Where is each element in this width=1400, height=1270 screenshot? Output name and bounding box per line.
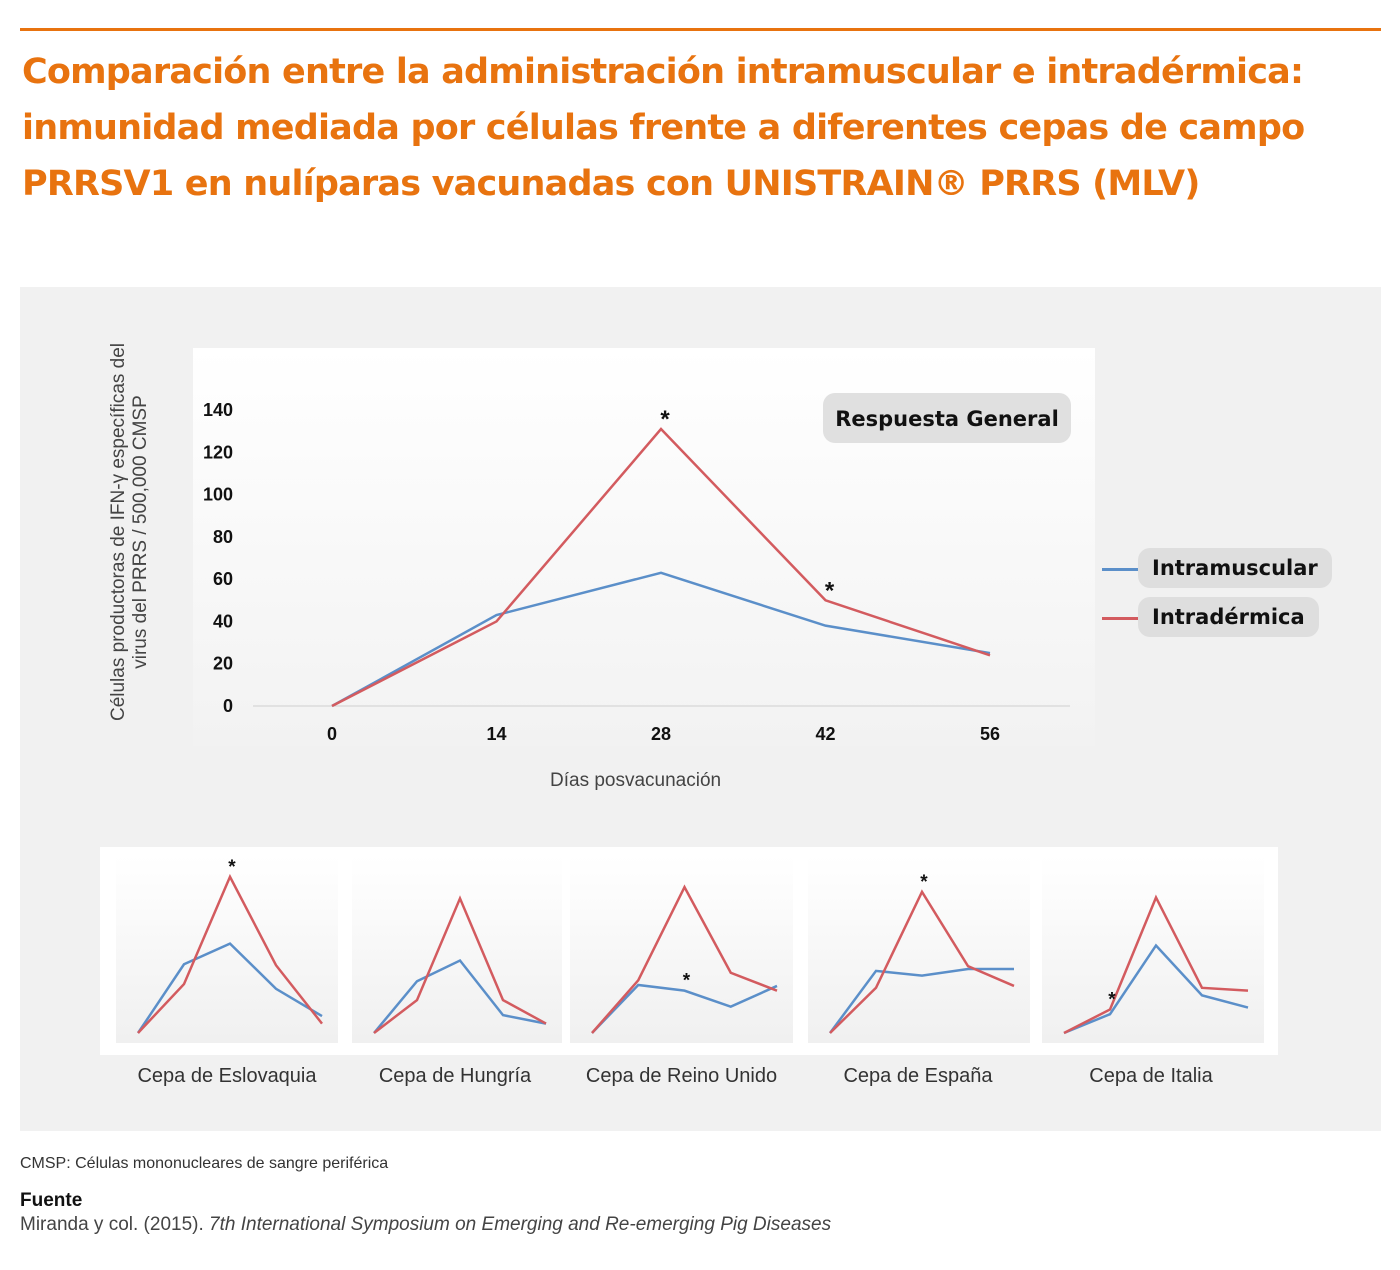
strain-charts-row: * * * * [100, 847, 1278, 1055]
mini-significance-marker: * [920, 872, 928, 893]
source-heading: Fuente [20, 1190, 83, 1211]
x-tick-label: 0 [327, 724, 337, 744]
y-tick-label: 140 [203, 400, 233, 420]
series-line-intradermica [331, 427, 991, 708]
y-tick-label: 0 [223, 696, 233, 716]
x-axis-label: Días posvacunación [550, 770, 722, 791]
y-tick-label: 100 [203, 485, 233, 505]
caption-reino-unido: Cepa de Reino Unido [585, 1065, 778, 1087]
x-tick-label: 56 [980, 724, 1000, 744]
mini-significance-marker: * [683, 971, 691, 992]
mini-series-line-intradermica [1063, 894, 1249, 1035]
page-title: Comparación entre la administración intr… [22, 44, 1382, 212]
caption-espana: Cepa de España [843, 1065, 993, 1087]
mini-significance-marker: * [228, 857, 236, 878]
mini-series-line-intramuscular [373, 958, 547, 1034]
chart-title-background [823, 393, 1071, 443]
source-italic: 7th International Symposium on Emerging … [209, 1214, 832, 1235]
legend-label-intradermica: Intradérmica [1138, 597, 1319, 637]
mini-series-line-intradermica [829, 889, 1015, 1034]
legend: Intramuscular Intradérmica [1098, 548, 1332, 648]
footnote: CMSP: Células mononucleares de sangre pe… [20, 1155, 389, 1172]
chart-panel: Células productoras de IFN-γ específicas… [20, 287, 1381, 1131]
mini-series-line-intramuscular [591, 983, 778, 1034]
caption-hungria: Cepa de Hungría [378, 1065, 532, 1087]
mini-chart-eslovaquia: * [116, 855, 338, 1043]
x-tick-label: 42 [815, 724, 835, 744]
y-axis-label: Células productoras de IFN-γ específicas… [108, 342, 151, 722]
mini-chart-italia: * [1042, 855, 1264, 1043]
mini-chart-espana: * [808, 855, 1030, 1043]
caption-italia: Cepa de Italia [1089, 1065, 1213, 1087]
mini-series-line-intramuscular [828, 967, 1014, 1034]
x-tick-label: 28 [651, 724, 671, 744]
mini-chart-reino-unido: * [570, 855, 793, 1043]
mini-series-line-intramuscular [1063, 943, 1249, 1035]
top-rule [20, 28, 1381, 31]
source-citation: Miranda y col. (2015). 7th International… [20, 1214, 831, 1236]
mini-series-line-intradermica [137, 873, 323, 1034]
y-tick-label: 20 [213, 654, 233, 674]
title-line-1: Comparación entre la administración intr… [22, 52, 1304, 92]
legend-swatch-intradermica [1102, 617, 1138, 620]
mini-series-line-intradermica [591, 884, 778, 1034]
legend-swatch-intramuscular [1102, 568, 1138, 571]
caption-eslovaquia: Cepa de Eslovaquia [137, 1065, 317, 1087]
mini-significance-marker: * [1108, 989, 1116, 1010]
x-tick-label: 14 [486, 724, 506, 744]
mini-series-line-intradermica [373, 895, 547, 1034]
chart-title: Respuesta General [835, 407, 1059, 431]
significance-marker: * [660, 406, 670, 433]
mini-plot-area [570, 855, 793, 1043]
y-tick-label: 60 [213, 569, 233, 589]
main-line-chart: 0 20 40 60 80 100 120 140 0 14 28 42 56 * * Respuesta G… [193, 348, 1095, 746]
series-line-intramuscular [331, 571, 991, 708]
y-tick-label: 80 [213, 527, 233, 547]
legend-label-intramuscular: Intramuscular [1138, 548, 1332, 588]
mini-series-line-intramuscular [136, 942, 323, 1034]
title-line-2: inmunidad mediada por células frente a d… [22, 108, 1305, 148]
y-tick-label: 120 [203, 442, 233, 462]
mini-plot-area [352, 855, 562, 1043]
y-tick-label: 40 [213, 611, 233, 631]
source-text: Miranda y col. (2015). [20, 1214, 210, 1235]
significance-marker: * [825, 577, 835, 604]
title-line-3: PRRSV1 en nulíparas vacunadas con UNISTR… [22, 164, 1200, 204]
mini-plot-area [808, 855, 1030, 1043]
chart-title-badge: Respuesta General [823, 393, 1071, 443]
mini-chart-hungria [352, 855, 562, 1043]
